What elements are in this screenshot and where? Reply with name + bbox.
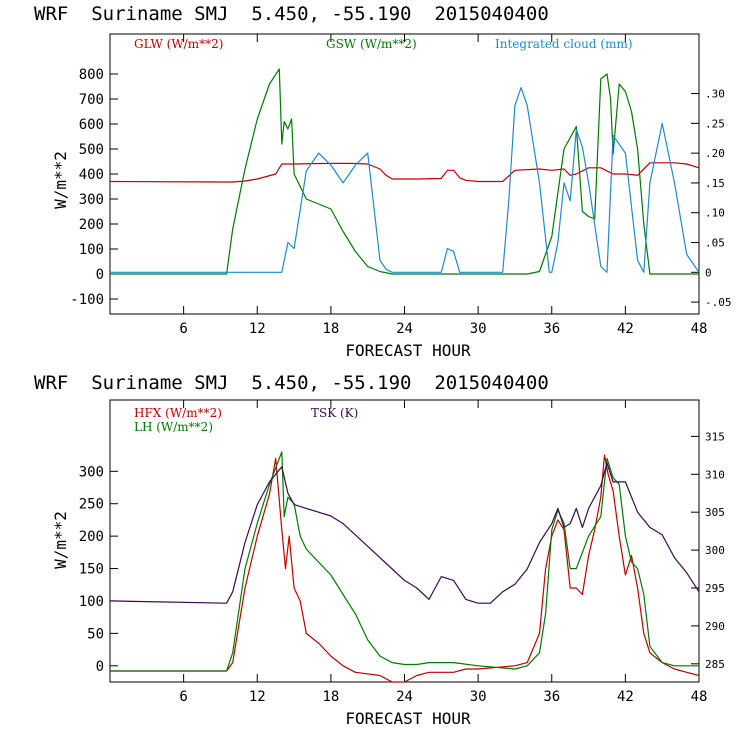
chart2-y-tick-label: 0 [96, 659, 104, 675]
chart1-y-tick-label: 0 [96, 267, 104, 283]
chart1-y-tick-label: 400 [79, 167, 104, 183]
chart2-x-tick-label: 18 [322, 689, 339, 705]
chart1-x-tick-label: 30 [470, 321, 487, 337]
chart1-y2-tick-label: .05 [705, 237, 725, 250]
chart1-title: WRF Suriname SMJ 5.450, -55.190 20150404… [34, 3, 549, 25]
chart2-y-axis-label: W/m**2 [51, 511, 70, 569]
chart1-series-glw-line [109, 162, 700, 183]
chart1-ticks: 6 12 18 24 30 36 42 48 -100 0 100 200 300 400 500 600 70… [70, 34, 732, 337]
chart1-x-tick-label: 42 [617, 321, 634, 337]
chart2-x-tick-label: 24 [396, 689, 413, 705]
chart2-y-tick-label: 200 [79, 529, 104, 545]
chart1-x-tick-label: 24 [396, 321, 413, 337]
chart2-y2-tick-label: 305 [705, 506, 725, 519]
chart1-series-gsw-line [110, 68, 699, 275]
chart2-y-tick-label: 100 [79, 594, 104, 610]
chart2-ticks: 6 12 18 24 30 36 42 48 0 50 100 150 200 250 300 285 290 2… [79, 400, 725, 705]
chart1-legend-gsw: GSW (W/m**2) [326, 37, 417, 51]
chart1-series-integrated-line [110, 87, 700, 273]
chart2-x-tick-label: 42 [617, 689, 634, 705]
chart1-x-tick-label: 18 [322, 321, 339, 337]
chart1-y-tick-label: 600 [79, 117, 104, 133]
chart1-y-tick-label: 700 [79, 92, 104, 108]
chart1-y-tick-label: 300 [79, 192, 104, 208]
chart1-x-axis-label: FORECAST HOUR [345, 341, 471, 360]
chart2-y2-tick-label: 310 [705, 468, 725, 481]
chart1-x-tick-label: 12 [249, 321, 266, 337]
chart1-x-tick-label: 36 [543, 321, 560, 337]
chart2-x-tick-label: 30 [470, 689, 487, 705]
chart2-y2-tick-label: 295 [705, 582, 725, 595]
chart1-y-tick-label: -100 [70, 292, 104, 308]
chart2-legend-hfx: HFX (W/m**2) [134, 406, 222, 420]
chart1-y2-tick-label: .25 [705, 117, 725, 130]
chart1-y2-tick-label: .30 [705, 88, 725, 101]
chart2-legend-lh: LH (W/m**2) [134, 420, 213, 434]
chart2-x-tick-label: 12 [249, 689, 266, 705]
chart2-series-hfx-line [110, 454, 700, 683]
chart1-x-tick-label: 48 [691, 321, 708, 337]
chart2-y-tick-label: 50 [87, 626, 104, 642]
chart2-x-tick-label: 48 [691, 689, 708, 705]
chart1-y-tick-label: 100 [79, 242, 104, 258]
chart2-y-tick-label: 300 [79, 464, 104, 480]
chart2-plot-area [109, 399, 700, 683]
chart2-y2-tick-label: 290 [705, 620, 725, 633]
chart2-series [109, 451, 700, 683]
chart1-y-tick-label: 200 [79, 217, 104, 233]
chart2-y-tick-label: 150 [79, 562, 104, 578]
chart2-x-tick-label: 6 [179, 689, 187, 705]
chart1-y2-tick-label: .20 [705, 147, 725, 160]
chart1-y-tick-label: 800 [79, 67, 104, 83]
chart2-y-tick-label: 250 [79, 497, 104, 513]
chart1-legend-cloud: Integrated cloud (mm) [495, 37, 633, 51]
chart2-title: WRF Suriname SMJ 5.450, -55.190 20150404… [34, 372, 549, 394]
chart1-y2-tick-label: -.05 [705, 296, 732, 309]
chart2-series-lh-line [110, 451, 699, 672]
chart2-legend-tsk: TSK (K) [311, 406, 358, 420]
chart1-y-axis-label: W/m**2 [51, 151, 70, 209]
chart2-y2-tick-label: 300 [705, 544, 725, 557]
chart1-legend-glw: GLW (W/m**2) [134, 37, 223, 51]
chart1-y2-tick-label: .15 [705, 177, 725, 190]
chart2-x-tick-label: 36 [543, 689, 560, 705]
chart2-x-axis-label: FORECAST HOUR [345, 709, 471, 728]
chart1-y-tick-label: 500 [79, 142, 104, 158]
chart1-y2-tick-label: 0 [705, 266, 712, 279]
chart2-y2-tick-label: 315 [705, 430, 725, 443]
chart1-x-tick-label: 6 [179, 321, 187, 337]
chart1-y2-tick-label: .10 [705, 207, 725, 220]
chart2-y2-tick-label: 285 [705, 658, 725, 671]
chart2-series-tsk-line [109, 462, 700, 604]
chart1-series [109, 68, 700, 275]
